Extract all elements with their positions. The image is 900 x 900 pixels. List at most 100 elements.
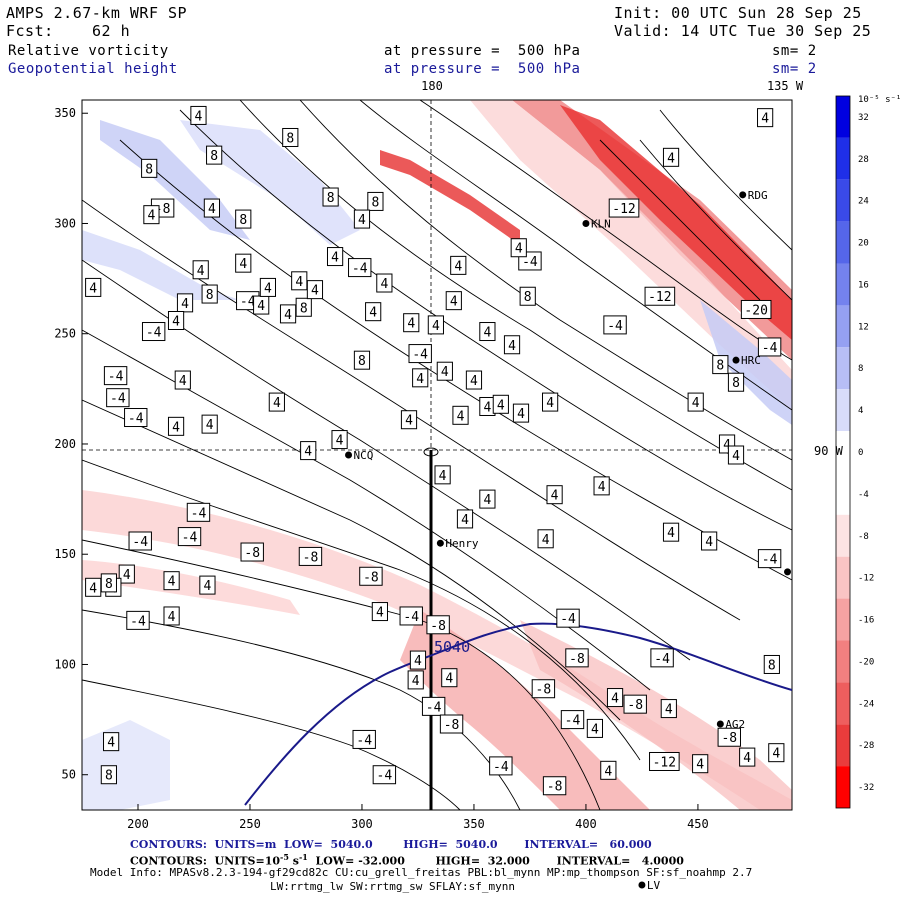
band-red-northeast-core [560, 105, 792, 340]
contour-label: 4 [300, 441, 317, 461]
contour-label: 8 [100, 765, 117, 785]
contour-label: 4 [701, 531, 718, 551]
contour-label: 4 [503, 335, 521, 355]
contour-label-box [479, 489, 496, 509]
contour-label-text: 4 [273, 396, 281, 411]
contour-label-box [365, 302, 382, 322]
contour-label-box [409, 650, 427, 670]
contour-label-box [372, 765, 397, 785]
contour-label-text: 8 [716, 359, 724, 374]
footer-height-contours: CONTOURS: UNITS=m LOW= 5040.0 HIGH= 5040… [130, 838, 652, 851]
contour-label-box [190, 105, 207, 125]
contour-label-text: 8 [145, 162, 153, 177]
contour-label-box [240, 542, 264, 562]
contour-label-box [206, 145, 223, 165]
contour-label-text: 4 [358, 213, 366, 228]
contour-label: -8 [531, 679, 556, 699]
contour-label-box [727, 445, 745, 465]
contour-label: -8 [542, 776, 567, 796]
contour-label: 4 [479, 322, 496, 342]
contour-label: -12 [644, 286, 676, 306]
contour-label-box [352, 729, 376, 749]
contour-label: -8 [298, 546, 323, 566]
contour-label-text: 4 [591, 722, 599, 737]
contour-label-box [100, 765, 117, 785]
y-tick-label: 50 [62, 768, 76, 782]
footer-radiation-info: LW:rrtmg_lw SW:rrtmg_sw SFLAY:sf_mynn [270, 880, 516, 893]
contour-label-text: -12 [612, 202, 635, 217]
contour-label-box [141, 322, 166, 342]
field2-name: Geopotential height [8, 61, 178, 77]
contour-label: -4 [560, 710, 585, 730]
contour-label-box [103, 366, 128, 386]
vorticity-contour [239, 100, 792, 491]
contour-label-text: 4 [405, 414, 413, 429]
contour-label-box [727, 372, 745, 392]
contour-label: 4 [118, 564, 135, 584]
contour-label-box [593, 476, 610, 496]
contour-label-box [644, 286, 676, 306]
contour-label-text: 4 [483, 400, 491, 415]
vorticity-contour [82, 399, 621, 721]
contour-label-box [103, 732, 120, 752]
contour-label: 4 [192, 260, 209, 280]
contour-label-box [542, 776, 567, 796]
contour-label-box [203, 198, 221, 218]
contour-label: 4 [445, 291, 462, 311]
y-tick-label: 150 [54, 547, 76, 561]
contour-label-box [259, 277, 276, 297]
contour-label-box [701, 531, 718, 551]
contour-label-box [100, 573, 117, 593]
colorbar-label: -12 [858, 574, 874, 584]
contour-label: 4 [365, 302, 382, 322]
colorbar-swatch [836, 221, 850, 264]
contour-label-text: 4 [181, 297, 189, 312]
vorticity-contour [119, 139, 792, 581]
contour-label: -4 [556, 608, 580, 628]
contour-label: -4 [141, 322, 166, 342]
contour-label: 4 [662, 147, 680, 167]
contour-label-text: 4 [206, 418, 214, 433]
contour-label-box [163, 606, 180, 626]
contour-label-box [650, 648, 674, 668]
contour-label-text: 4 [705, 535, 713, 550]
contour-label-text: 8 [105, 769, 113, 784]
contour-label-box [768, 743, 785, 763]
contour-label-text: 8 [105, 577, 113, 592]
contour-label: 4 [163, 571, 180, 591]
contour-label-text: 8 [327, 191, 335, 206]
colorbar-label: 12 [858, 322, 869, 332]
contour-label-text: -8 [363, 570, 379, 585]
contour-label: 4 [727, 445, 745, 465]
contour-label-box [126, 610, 150, 630]
contour-label-text: 4 [414, 654, 422, 669]
contour-label-text: -4 [110, 392, 126, 407]
contour-label-text: 4 [369, 306, 377, 321]
contour-label-box [141, 158, 158, 178]
contour-label: 4 [203, 198, 221, 218]
colorbar-swatch [836, 389, 850, 432]
contour-label: 8 [206, 145, 223, 165]
contour-label-text: -8 [721, 731, 737, 746]
contour-label: 4 [436, 361, 453, 381]
contour-label-text: -4 [130, 614, 146, 629]
contour-label-text: 4 [508, 339, 516, 354]
contour-label-box [603, 315, 627, 335]
contour-label-box [660, 699, 677, 719]
contour-label-box [408, 344, 432, 364]
contour-label: -4 [408, 344, 432, 364]
contour-label-text: 4 [546, 396, 554, 411]
field2-level: at pressure = 500 hPa [384, 61, 581, 77]
station-label: NCQ [354, 449, 374, 462]
contour-label: 4 [412, 368, 429, 388]
contour-label-text: 4 [148, 209, 156, 224]
contour-label: 4 [190, 105, 207, 125]
geopotential-5040-label: 5040 [434, 638, 470, 656]
vorticity-shading [82, 100, 792, 810]
contour-label-box [331, 430, 348, 450]
contour-label: 4 [85, 277, 102, 297]
contour-label-box [400, 410, 418, 430]
contour-label-box [456, 509, 474, 529]
vorticity-contour [82, 199, 741, 621]
contour-label-text: 8 [286, 131, 294, 146]
